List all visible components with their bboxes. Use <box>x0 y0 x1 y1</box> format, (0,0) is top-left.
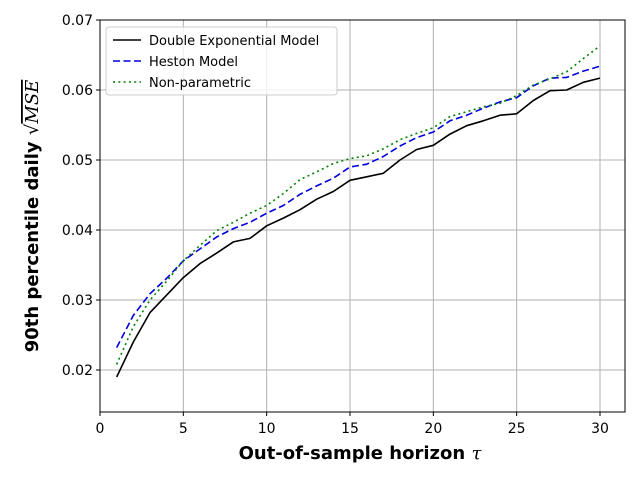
x-axis-title-text: Out-of-sample horizon <box>239 443 466 464</box>
svg-text:90th percentile daily √MSE: 90th percentile daily √MSE <box>22 80 43 353</box>
series-layer <box>115 45 601 378</box>
series-line-1 <box>115 65 601 348</box>
legend-label-1: Heston Model <box>149 55 238 70</box>
legend-box <box>105 26 338 96</box>
y-tick-label: 0.04 <box>62 223 93 239</box>
y-axis: 0.02 0.03 0.04 0.05 0.06 0.07 <box>62 13 100 379</box>
plot-frame <box>99 19 626 413</box>
x-tick-label: 10 <box>258 421 276 437</box>
x-tick-label: 20 <box>424 421 442 437</box>
legend-label-2: Non-parametric <box>149 76 251 91</box>
x-tick-label: 15 <box>341 421 359 437</box>
series-line-0 <box>115 77 601 378</box>
x-tick-label: 0 <box>96 421 105 437</box>
y-tick-label: 0.03 <box>62 293 93 309</box>
y-tick-label: 0.07 <box>62 13 93 29</box>
x-axis: 0 5 10 15 20 25 30 <box>96 412 609 437</box>
y-tick-label: 0.02 <box>62 363 93 379</box>
y-axis-title: 90th percentile daily √MSE <box>22 80 43 353</box>
x-tick-label: 30 <box>591 421 609 437</box>
y-tick-label: 0.06 <box>62 83 93 99</box>
x-axis-title-symbol: τ <box>471 443 482 464</box>
legend-label-0: Double Exponential Model <box>149 34 319 49</box>
y-tick-label: 0.05 <box>62 153 93 169</box>
y-axis-title-symbol: MSE <box>22 80 43 125</box>
x-axis-title: Out-of-sample horizon τ <box>239 443 483 464</box>
sqrt-symbol: √ <box>22 123 43 135</box>
series-line-2 <box>115 45 601 365</box>
legend: Double Exponential Model Heston Model Non-… <box>105 26 338 96</box>
x-tick-label: 25 <box>508 421 526 437</box>
x-tick-label: 5 <box>179 421 188 437</box>
y-axis-title-text: 90th percentile daily <box>22 141 43 352</box>
